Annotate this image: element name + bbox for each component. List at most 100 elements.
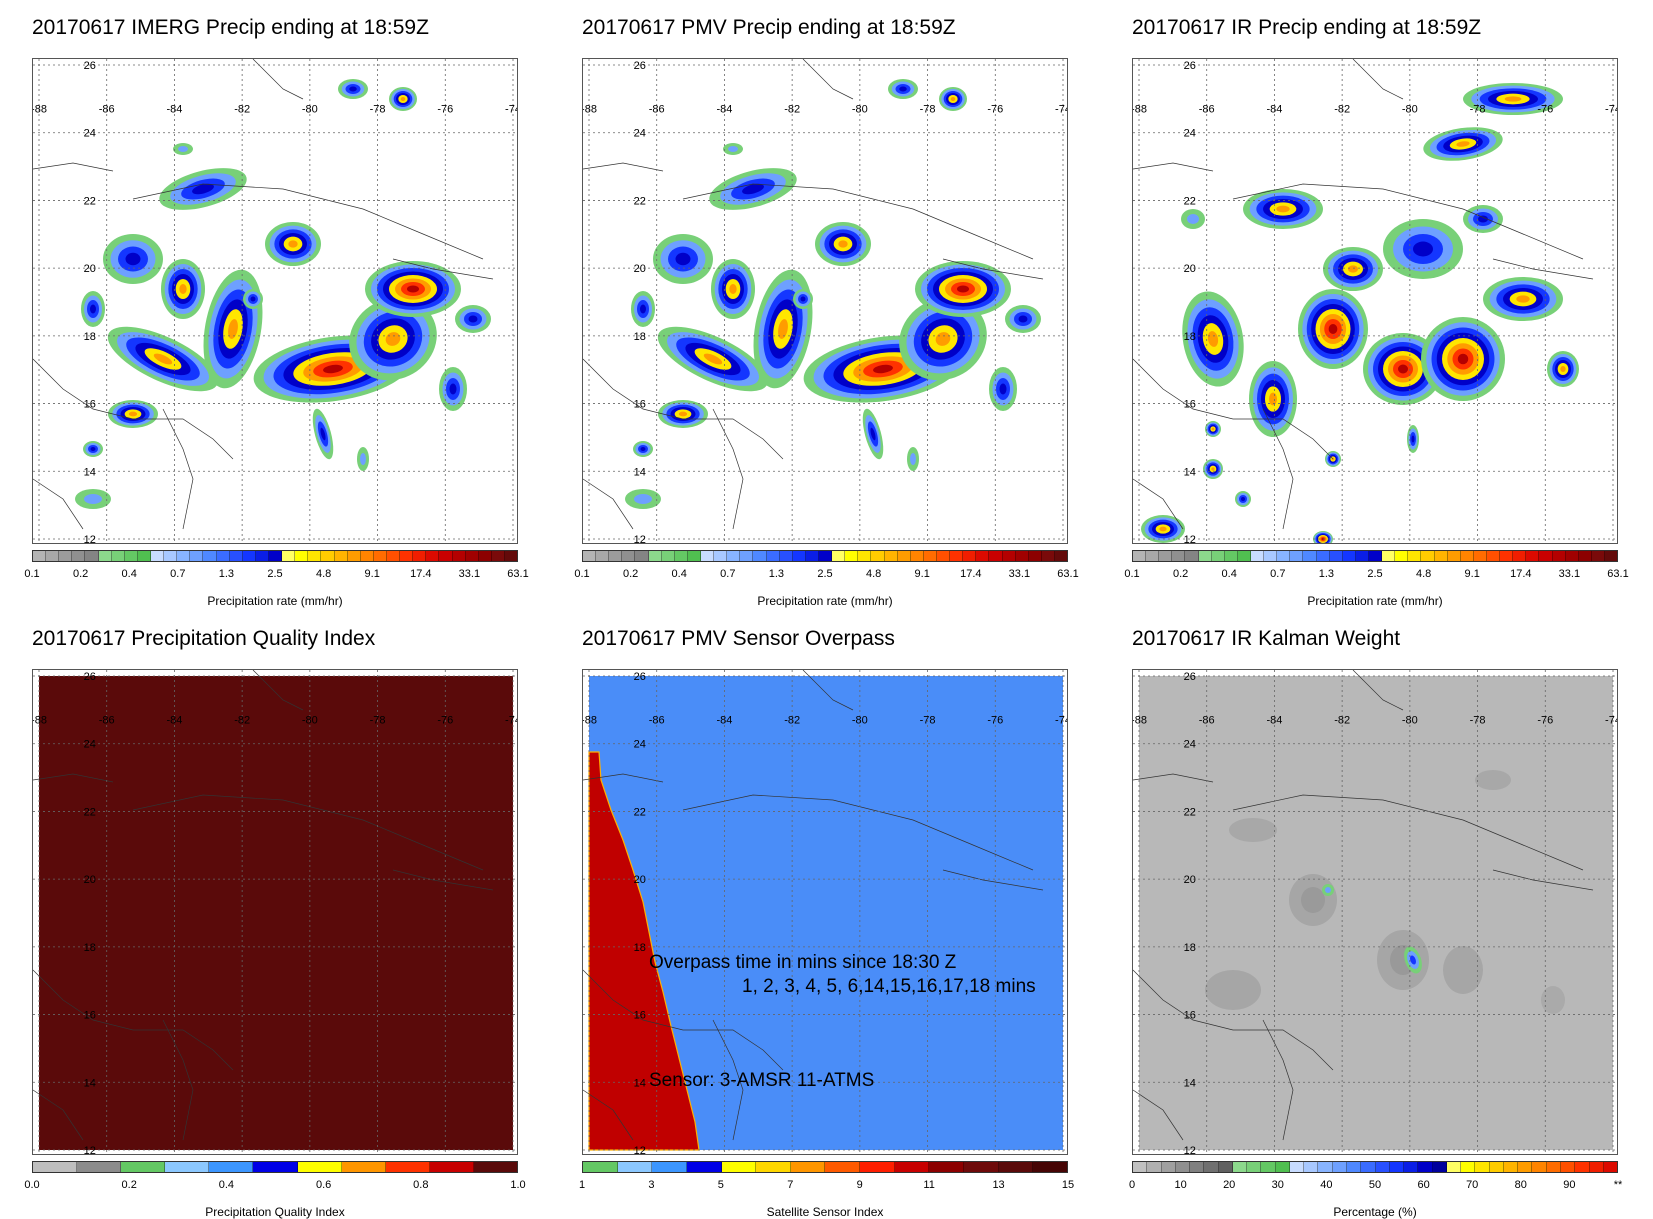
colorbar-swatch — [1382, 551, 1396, 561]
colorbar-swatch — [1346, 1162, 1362, 1172]
colorbar-tick: 0.8 — [413, 1179, 429, 1191]
colorbar-swatch — [805, 551, 819, 561]
colorbar-swatch — [347, 551, 361, 561]
colorbar-swatch — [884, 551, 898, 561]
precip-cell — [1159, 526, 1167, 532]
colorbar-swatch — [1591, 551, 1605, 561]
colorbar-swatch — [792, 551, 806, 561]
lat-label: 12 — [634, 534, 646, 544]
lon-label: -76 — [987, 103, 1003, 115]
lon-label: -86 — [1199, 714, 1215, 726]
precip-cell — [1411, 435, 1415, 443]
lat-label: 20 — [1184, 263, 1196, 275]
colorbar-swatch — [1473, 551, 1487, 561]
colorbar-swatch — [858, 551, 872, 561]
colorbar-swatch — [1389, 1162, 1405, 1172]
lat-label: 22 — [1184, 195, 1196, 207]
colorbar-swatch — [190, 551, 204, 561]
colorbar-swatch — [1461, 1162, 1476, 1172]
colorbar-swatch — [385, 1162, 430, 1172]
lat-label: 12 — [1184, 534, 1196, 544]
colorbar-swatch — [686, 1162, 722, 1172]
coastline — [33, 162, 114, 172]
coastline — [162, 1019, 194, 1141]
precip-cell — [288, 240, 298, 248]
precip-cell — [1269, 392, 1277, 406]
lat-label: 16 — [84, 399, 96, 411]
lon-label: -88 — [1133, 714, 1147, 726]
lon-label: -88 — [33, 714, 47, 726]
colorbar-swatch — [1375, 1162, 1390, 1172]
colorbar-tick: 17.4 — [960, 568, 982, 580]
coastline — [33, 773, 114, 783]
coastline — [33, 1089, 84, 1141]
colorbar-swatch — [33, 551, 47, 561]
colorbar-swatch — [1395, 551, 1409, 561]
colorbar-swatch — [1578, 551, 1592, 561]
precip-map: -88 -86 -84 -82 -80 -78 -76 -74 26 24 22 20 18 16 14 12 — [1132, 58, 1618, 544]
colorbar-swatch — [1015, 551, 1029, 561]
colorbar-tick: 0.4 — [218, 1179, 235, 1191]
lon-label: -88 — [1133, 103, 1147, 115]
lon-label: -76 — [437, 714, 453, 726]
precip-cell — [90, 304, 96, 314]
colorbar-ticks: 0.1 0.2 0.4 0.7 1.3 2.5 4.8 9.1 17.4 33.1 63.1 — [574, 568, 1078, 584]
colorbar-tick: 0.1 — [1124, 568, 1140, 580]
colorbar-tick: 60 — [1417, 1179, 1430, 1191]
colorbar-swatch — [426, 551, 440, 561]
colorbar-swatch — [832, 551, 846, 561]
lat-label: 20 — [84, 263, 96, 275]
colorbar-swatch — [1261, 1162, 1276, 1172]
precip-cell — [678, 411, 688, 417]
panel-title: 20170617 PMV Precip ending at 18:59Z — [582, 16, 956, 39]
colorbar-tick: 0.0 — [24, 1179, 40, 1191]
colorbar-tick: 2.5 — [1367, 568, 1383, 580]
lon-label: -78 — [1470, 714, 1486, 726]
colorbar-swatch — [216, 551, 230, 561]
colorbar-swatch — [1446, 1162, 1462, 1172]
colorbar-swatch — [413, 551, 427, 561]
lat-label: 22 — [84, 195, 96, 207]
lat-label: 26 — [84, 671, 96, 683]
colorbar-swatch — [85, 551, 99, 561]
colorbar-swatch — [360, 551, 374, 561]
colorbar-swatch — [1133, 551, 1147, 561]
colorbar-tick: 13 — [992, 1179, 1005, 1191]
kalman-field — [1139, 676, 1613, 1150]
lat-label: 24 — [634, 128, 646, 140]
colorbar-tick: 63.1 — [507, 568, 529, 580]
lat-label: 16 — [634, 399, 646, 411]
colorbar-swatch — [1211, 551, 1225, 561]
colorbar-tick: 17.4 — [410, 568, 432, 580]
colorbar-tick: 1.0 — [510, 1179, 526, 1191]
colorbar-label: Satellite Sensor Index — [766, 1205, 884, 1219]
lon-label: -76 — [987, 714, 1003, 726]
colorbar-swatch — [1147, 1162, 1162, 1172]
colorbar-swatch — [721, 1162, 757, 1172]
precip-cell — [323, 364, 343, 374]
coastline — [132, 183, 484, 260]
coastline — [1133, 1089, 1184, 1141]
coastline — [682, 183, 1034, 260]
lat-label: 24 — [1184, 739, 1196, 751]
colorbar-tick: 9.1 — [364, 568, 380, 580]
colorbar-swatch — [998, 1162, 1034, 1172]
colorbar-swatch — [1575, 1162, 1590, 1172]
colorbar-swatch — [894, 1162, 930, 1172]
lat-label: 14 — [634, 466, 646, 478]
colorbar-swatch — [491, 551, 505, 561]
lat-label: 12 — [84, 1145, 96, 1155]
lat-label: 24 — [84, 739, 96, 751]
colorbar-swatch — [1224, 551, 1238, 561]
precip-cell — [228, 319, 238, 339]
lon-label: -74 — [1605, 103, 1618, 115]
colorbar-swatch — [1161, 1162, 1176, 1172]
precip-cell — [1328, 324, 1338, 334]
overpass-note-title: Overpass time in mins since 18:30 Z — [649, 952, 957, 973]
kalman-cell — [1541, 986, 1565, 1014]
coastline — [33, 358, 234, 460]
colorbar-swatch — [700, 551, 715, 561]
colorbar-swatch — [661, 551, 675, 561]
colorbar-swatch — [98, 551, 112, 561]
precip-cell — [1187, 214, 1199, 224]
